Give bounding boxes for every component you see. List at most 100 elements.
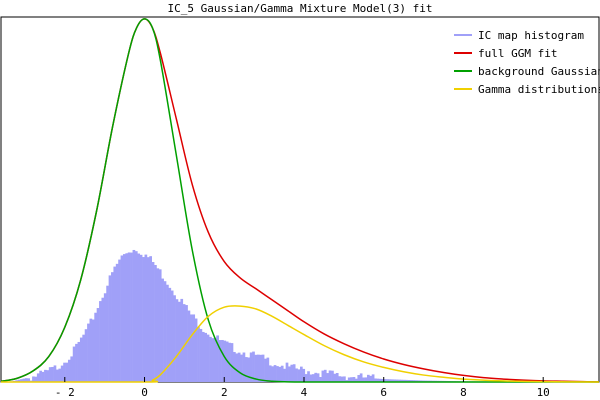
histogram-bar bbox=[311, 374, 315, 382]
x-tick-label: 6 bbox=[380, 386, 387, 399]
histogram-bar bbox=[89, 318, 93, 382]
histogram-bar bbox=[163, 281, 167, 382]
histogram-bar bbox=[264, 358, 267, 382]
histogram-bar bbox=[67, 359, 71, 382]
legend-entry-full-fit: full GGM fit bbox=[454, 47, 557, 60]
histogram-bar bbox=[51, 366, 54, 382]
histogram-bar bbox=[60, 365, 64, 382]
legend-label-full-fit: full GGM fit bbox=[478, 47, 557, 60]
histogram-bar bbox=[41, 371, 45, 382]
histogram-bar bbox=[319, 377, 322, 382]
histogram-bar bbox=[371, 374, 375, 382]
histogram-bar bbox=[194, 318, 198, 382]
histogram-bar bbox=[178, 301, 181, 382]
histogram-bar bbox=[283, 368, 286, 382]
legend-entry-histogram: IC map histogram bbox=[454, 29, 584, 42]
histogram-bar bbox=[230, 343, 234, 382]
histogram-bar bbox=[173, 295, 176, 382]
histogram-bar bbox=[326, 373, 329, 382]
histogram-bar bbox=[56, 369, 59, 382]
histogram bbox=[10, 249, 521, 382]
histogram-bar bbox=[376, 378, 380, 382]
histogram-bar bbox=[87, 323, 90, 382]
histogram-bar bbox=[187, 310, 191, 382]
histogram-bar bbox=[300, 366, 303, 382]
chart-title: IC_5 Gaussian/Gamma Mixture Model(3) fit bbox=[168, 2, 433, 15]
histogram-bar bbox=[417, 380, 420, 382]
histogram-bar bbox=[390, 379, 394, 382]
histogram-bar bbox=[197, 327, 200, 382]
histogram-bar bbox=[359, 373, 363, 382]
histogram-bar bbox=[378, 378, 382, 382]
x-tick-label: 4 bbox=[301, 386, 308, 399]
histogram-bar bbox=[374, 378, 377, 382]
histogram-bar bbox=[17, 379, 21, 382]
histogram-bar bbox=[113, 266, 117, 382]
x-tick-label: 8 bbox=[460, 386, 467, 399]
histogram-bar bbox=[82, 334, 86, 382]
histogram-bar bbox=[259, 354, 263, 382]
histogram-bar bbox=[39, 370, 42, 382]
histogram-bar bbox=[221, 339, 224, 382]
histogram-bar bbox=[414, 380, 418, 382]
histogram-bar bbox=[134, 251, 138, 382]
histogram-bar bbox=[323, 369, 327, 382]
histogram-bar bbox=[46, 370, 50, 382]
histogram-bar bbox=[271, 366, 274, 382]
histogram-bar bbox=[393, 379, 396, 382]
histogram-bar bbox=[156, 268, 160, 382]
histogram-bar bbox=[412, 380, 416, 382]
histogram-bar bbox=[366, 374, 370, 382]
histogram-bar bbox=[79, 337, 83, 382]
histogram-bar bbox=[170, 290, 174, 382]
histogram-bar bbox=[292, 364, 296, 382]
histogram-bar bbox=[254, 354, 258, 382]
histogram-bar bbox=[70, 356, 74, 382]
legend-entry-gamma: Gamma distributions bbox=[454, 83, 600, 96]
gamma-distributions-line bbox=[1, 305, 600, 383]
histogram-bar bbox=[91, 319, 95, 382]
histogram-bar bbox=[321, 370, 325, 382]
legend-label-gamma: Gamma distributions bbox=[478, 83, 600, 96]
histogram-bar bbox=[32, 376, 35, 382]
legend: IC map histogram full GGM fit background… bbox=[454, 29, 600, 96]
background-gaussian-line bbox=[0, 18, 599, 383]
histogram-bar bbox=[383, 379, 387, 382]
histogram-bar bbox=[249, 352, 253, 382]
histogram-bar bbox=[302, 368, 306, 382]
histogram-bar bbox=[213, 337, 217, 382]
histogram-bar bbox=[273, 365, 277, 382]
histogram-bar bbox=[240, 354, 243, 382]
legend-entry-background: background Gaussian bbox=[454, 65, 600, 78]
histogram-bar bbox=[410, 380, 413, 382]
histogram-bar bbox=[158, 269, 162, 382]
histogram-bar bbox=[314, 372, 318, 382]
histogram-bar bbox=[309, 374, 313, 382]
x-tick-label: 2 bbox=[221, 386, 228, 399]
histogram-bar bbox=[127, 252, 131, 382]
histogram-bar bbox=[335, 373, 339, 382]
histogram-bar bbox=[278, 366, 282, 382]
histogram-bar bbox=[65, 362, 69, 382]
histogram-bar bbox=[96, 308, 100, 382]
histogram-bar bbox=[22, 378, 26, 382]
histogram-bar bbox=[266, 357, 270, 382]
histogram-bar bbox=[297, 369, 301, 382]
histogram-bar bbox=[189, 314, 193, 382]
histogram-bar bbox=[400, 379, 404, 382]
histogram-bar bbox=[130, 252, 133, 382]
histogram-bar bbox=[209, 336, 212, 382]
histogram-bar bbox=[407, 380, 411, 382]
histogram-bar bbox=[166, 284, 169, 382]
histogram-bar bbox=[154, 265, 157, 382]
histogram-bar bbox=[331, 370, 334, 382]
x-tick-label: 0 bbox=[141, 386, 148, 399]
histogram-bar bbox=[233, 351, 236, 382]
histogram-bar bbox=[34, 376, 38, 382]
histogram-bar bbox=[357, 375, 361, 382]
histogram-bar bbox=[307, 371, 310, 382]
histogram-bar bbox=[182, 304, 186, 382]
histogram-bar bbox=[132, 249, 136, 382]
histogram-bar bbox=[99, 301, 102, 382]
histogram-bar bbox=[350, 377, 353, 382]
